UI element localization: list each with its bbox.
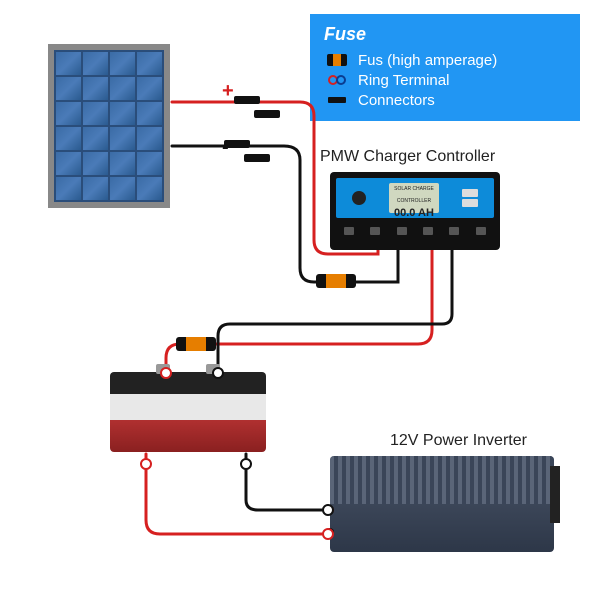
legend-label: Ring Terminal: [358, 72, 449, 89]
battery: [110, 372, 266, 452]
inverter-outlet: [550, 466, 560, 524]
ring-terminal: [322, 528, 334, 540]
legend-label: Connectors: [358, 92, 435, 109]
ring-terminal: [240, 458, 252, 470]
power-inverter: [330, 456, 554, 552]
mc4-connector: [254, 110, 280, 118]
usb-port-icon: [462, 189, 478, 197]
usb-port-icon: [462, 199, 478, 207]
mc4-connector: [224, 140, 250, 148]
legend-box: Fuse Fus (high amperage) Ring Terminal C…: [310, 14, 580, 121]
ring-terminal: [322, 504, 334, 516]
mc4-connector: [234, 96, 260, 104]
fuse-icon: [324, 51, 350, 69]
mc4-connector-icon: [324, 91, 350, 109]
controller-terminals: [336, 218, 494, 244]
mc4-connector: [244, 154, 270, 162]
inline-fuse: [176, 337, 216, 351]
battery-body: [110, 394, 266, 452]
legend-label: Fus (high amperage): [358, 52, 497, 69]
wire-ctrl-neg-to-batt: [218, 248, 452, 372]
wire-ctrl-pos-to-batt: [166, 248, 432, 372]
inline-fuse: [316, 274, 356, 288]
solar-panel: [48, 44, 170, 208]
controller-label: PMW Charger Controller: [320, 148, 495, 166]
legend-item-ring: Ring Terminal: [324, 71, 566, 89]
legend-title: Fuse: [324, 24, 566, 45]
legend-item-connector: Connectors: [324, 91, 566, 109]
ring-terminal: [140, 458, 152, 470]
battery-top: [110, 372, 266, 394]
inverter-fins: [330, 456, 554, 504]
controller-face: SOLAR CHARGE CONTROLLER 00.0 AH: [336, 178, 494, 218]
charge-controller: SOLAR CHARGE CONTROLLER 00.0 AH: [330, 172, 500, 250]
ring-terminal: [160, 367, 172, 379]
polarity-pos: +: [222, 80, 234, 103]
ring-terminal-icon: [324, 71, 350, 89]
ring-terminal: [212, 367, 224, 379]
wire-batt-neg-to-inv: [246, 454, 334, 510]
inverter-label: 12V Power Inverter: [390, 432, 527, 450]
controller-lcd: SOLAR CHARGE CONTROLLER 00.0 AH: [389, 183, 439, 213]
legend-item-fuse: Fus (high amperage): [324, 51, 566, 69]
controller-button: [352, 191, 366, 205]
